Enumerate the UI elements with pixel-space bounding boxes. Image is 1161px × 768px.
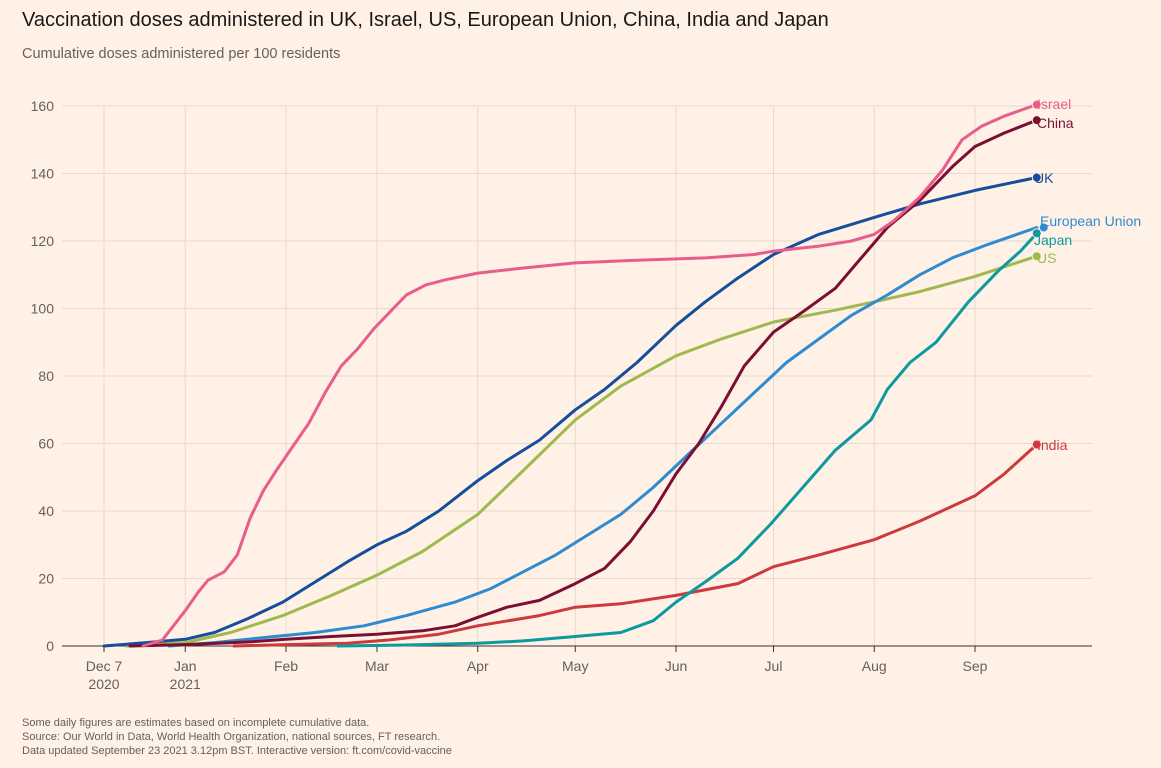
chart-footer: Some daily figures are estimates based o…: [22, 716, 452, 758]
series-labels: Israel China UK European Union Japan US India: [1034, 96, 1141, 453]
series-label: China: [1037, 115, 1074, 131]
x-tick-label: May: [562, 658, 588, 674]
y-tick-label: 60: [38, 436, 54, 452]
series-line-china: [128, 118, 1039, 648]
series-line-uk: [102, 176, 1039, 648]
x-tick-label: Apr: [467, 658, 489, 674]
y-tick-label: 100: [31, 301, 55, 317]
series-line-japan: [336, 231, 1039, 648]
footer-updated: Data updated September 23 2021 3.12pm BS…: [22, 745, 452, 757]
x-tick-label: Mar: [365, 658, 389, 674]
x-tick-label-year: 2021: [170, 676, 201, 692]
series-lines: [102, 99, 1049, 648]
x-tick-label: Jan: [174, 658, 197, 674]
series-label: Israel: [1037, 96, 1071, 112]
y-tick-label: 120: [31, 233, 55, 249]
y-axis-ticks: 0 20 40 60 80 100 120 140 160: [31, 98, 55, 654]
y-tick-label: 40: [38, 503, 54, 519]
series-end-marker: [1038, 222, 1049, 233]
series-label: European Union: [1040, 213, 1141, 229]
gridlines: [62, 105, 1092, 647]
y-tick-label: 140: [31, 166, 55, 182]
series-end-marker: [1031, 228, 1042, 239]
series-line-european-union: [167, 226, 1039, 648]
x-tick-label: Dec 7: [86, 658, 123, 674]
series-line-india: [232, 443, 1039, 648]
series-end-marker: [1031, 439, 1042, 450]
x-axis-ticks: Dec 7 2020 Jan 2021 Feb Mar Apr May Jun Jul Aug Sep: [86, 646, 988, 692]
series-end-marker: [1031, 172, 1042, 183]
chart-title: Vaccination doses administered in UK, Is…: [22, 9, 829, 31]
series-end-marker: [1031, 251, 1042, 262]
series-label: India: [1037, 437, 1068, 453]
series-line-israel: [141, 103, 1039, 648]
chart-subtitle: Cumulative doses administered per 100 re…: [22, 46, 341, 62]
x-tick-label: Aug: [862, 658, 887, 674]
x-tick-label-year: 2020: [88, 676, 119, 692]
series-line-us: [125, 254, 1039, 648]
series-label: US: [1037, 250, 1056, 266]
y-tick-label: 0: [46, 638, 54, 654]
series-label: UK: [1034, 170, 1054, 186]
series-end-marker: [1031, 99, 1042, 110]
y-tick-label: 80: [38, 368, 54, 384]
x-tick-label: Jul: [765, 658, 783, 674]
x-tick-label: Jun: [665, 658, 688, 674]
x-tick-label: Sep: [963, 658, 988, 674]
x-tick-label: Feb: [274, 658, 298, 674]
footer-note: Some daily figures are estimates based o…: [22, 717, 370, 729]
y-tick-label: 20: [38, 571, 54, 587]
y-tick-label: 160: [31, 98, 55, 114]
series-end-marker: [1031, 115, 1042, 126]
footer-source: Source: Our World in Data, World Health …: [22, 731, 441, 743]
series-label: Japan: [1034, 232, 1072, 248]
